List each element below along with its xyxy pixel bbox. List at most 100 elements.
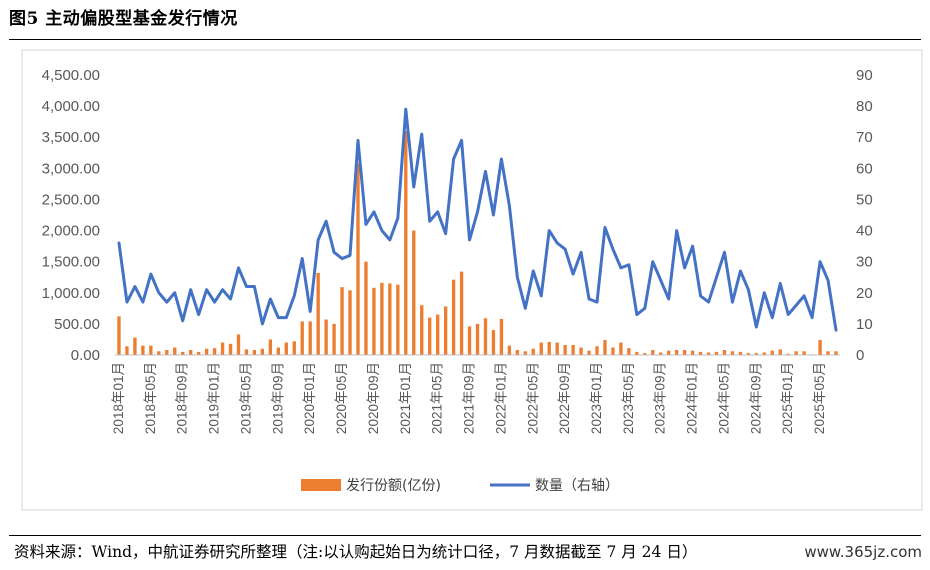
issuance-bar: [292, 341, 296, 355]
right-axis-tick: 80: [856, 98, 873, 115]
issuance-bar: [467, 326, 472, 355]
issuance-bar: [212, 348, 217, 355]
issuance-bar: [483, 318, 488, 355]
bottom-rule: [9, 535, 921, 536]
right-axis-tick: 0: [856, 347, 864, 364]
issuance-bar: [523, 351, 527, 355]
x-axis-tick: 2019年01月: [207, 362, 222, 434]
issuance-bar: [611, 347, 615, 355]
issuance-bar: [228, 343, 233, 355]
issuance-bar: [547, 341, 551, 355]
issuance-bar: [340, 287, 344, 355]
issuance-bar: [451, 279, 456, 355]
issuance-bar: [268, 339, 273, 355]
issuance-bar: [420, 305, 424, 355]
issuance-bar: [364, 261, 368, 355]
issuance-bar: [802, 351, 806, 355]
right-axis-tick: 20: [856, 285, 873, 302]
issuance-bar: [515, 350, 520, 355]
x-axis-ticks: 2018年01月 2018年05月 2018年09月 2019年01月 2019年05月…: [111, 362, 827, 434]
issuance-bar: [579, 347, 583, 355]
issuance-bar: [372, 287, 376, 355]
issuance-bar: [539, 342, 543, 355]
count-line-series: [117, 107, 838, 332]
issuance-bar: [149, 345, 153, 355]
x-axis-tick: 2020年01月: [302, 362, 317, 434]
issuance-bar: [459, 271, 464, 355]
issuance-bar: [181, 351, 185, 355]
issuance-bar: [165, 350, 169, 355]
issuance-bar: [133, 337, 137, 355]
left-axis-tick: 2,000.00: [42, 223, 100, 240]
issuance-bar: [204, 348, 209, 355]
x-axis-tick: 2020年09月: [366, 362, 381, 434]
issuance-bar: [428, 317, 432, 355]
x-axis-tick: 2024年05月: [716, 362, 731, 434]
issuance-bar: [714, 351, 719, 355]
x-axis-tick: 2018年05月: [143, 362, 158, 434]
x-axis-tick: 2023年09月: [653, 362, 668, 434]
x-axis-tick: 2019年05月: [238, 362, 253, 434]
issuance-bar: [236, 334, 241, 355]
right-axis-tick: 40: [856, 223, 873, 240]
x-axis-tick: 2023年01月: [589, 362, 604, 434]
issuance-bar: [252, 350, 257, 355]
issuance-bar: [332, 323, 336, 355]
x-axis-tick: 2021年01月: [398, 362, 413, 434]
issuance-bar: [682, 350, 687, 355]
issuance-bar: [388, 283, 392, 355]
x-axis-tick: 2021年09月: [462, 362, 477, 434]
issuance-bar: [690, 350, 695, 355]
issuance-bar: [786, 353, 790, 355]
issuance-bar: [244, 349, 249, 355]
issuance-bar: [316, 272, 320, 355]
legend-bar-swatch: [301, 479, 341, 491]
issuance-bar: [117, 316, 121, 355]
left-axis-tick: 2,500.00: [42, 191, 100, 208]
issuance-bar: [675, 350, 679, 355]
issuance-bar: [746, 353, 751, 355]
issuance-bar: [284, 342, 288, 355]
right-axis-tick: 70: [856, 129, 873, 146]
fund-issuance-chart: 0.00 500.00 1,000.00 1,500.00 2,000.00 2,500.…: [21, 49, 923, 511]
issuance-bar: [738, 351, 743, 355]
right-axis-tick: 30: [856, 254, 873, 271]
left-axis-tick: 4,500.00: [42, 67, 100, 84]
x-axis-tick: 2022年01月: [493, 362, 508, 434]
issuance-bar: [141, 345, 145, 355]
issuance-bar: [826, 351, 830, 355]
issuance-bar: [818, 340, 822, 355]
issuance-bar: [412, 230, 416, 355]
legend: 发行份额(亿份) 数量（右轴）: [301, 478, 619, 494]
right-axis-tick: 60: [856, 160, 873, 177]
watermark: www.365jz.com: [802, 543, 924, 561]
issuance-bar: [595, 346, 599, 355]
issuance-bar: [651, 350, 655, 355]
issuance-bar: [189, 350, 193, 355]
issuance-bar: [308, 321, 312, 355]
x-axis-tick: 2024年09月: [748, 362, 763, 434]
x-axis-tick: 2025年01月: [780, 362, 795, 434]
issuance-bar: [603, 340, 607, 355]
x-axis-tick: 2024年01月: [685, 362, 700, 434]
legend-line-label: 数量（右轴）: [535, 478, 619, 494]
issuance-bar: [587, 350, 591, 355]
x-axis-tick: 2020年05月: [334, 362, 349, 434]
issuance-bar: [778, 349, 782, 355]
issuance-bar: [706, 352, 711, 355]
bar-series: [117, 131, 838, 355]
issuance-bar: [834, 351, 838, 355]
issuance-bar: [196, 351, 201, 355]
left-axis-tick: 0.00: [71, 347, 100, 364]
issuance-bar: [659, 352, 663, 355]
issuance-bar: [635, 351, 639, 355]
right-axis-tick: 10: [856, 316, 873, 333]
chart-frame: [21, 49, 923, 511]
x-axis-tick: 2018年09月: [175, 362, 190, 434]
issuance-bar: [754, 353, 759, 355]
figure-title: 图5 主动偏股型基金发行情况: [9, 9, 238, 29]
issuance-bar: [220, 342, 225, 355]
issuance-bar: [794, 351, 798, 355]
issuance-bar: [571, 345, 575, 355]
x-axis-tick: 2019年09月: [270, 362, 285, 434]
